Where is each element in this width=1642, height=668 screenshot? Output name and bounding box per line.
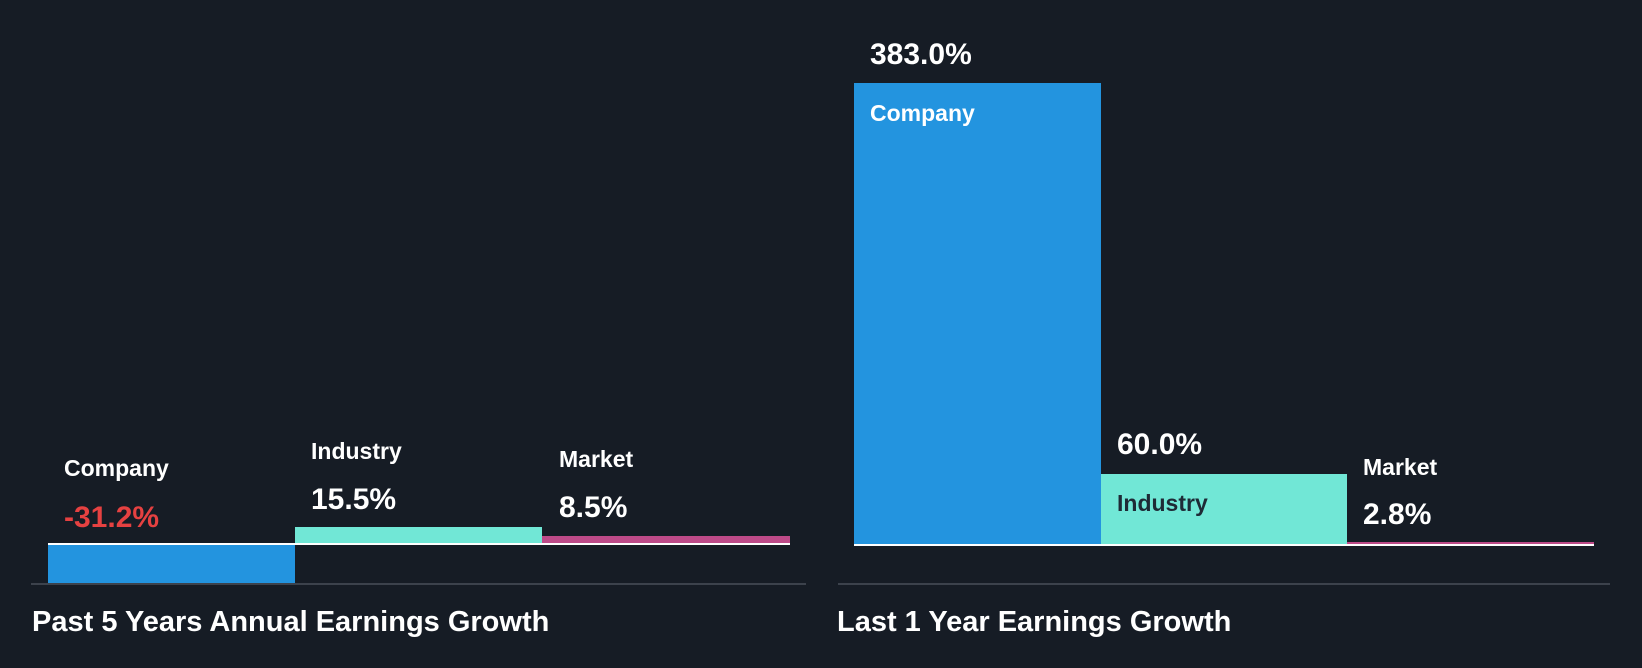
bar-market — [542, 536, 790, 544]
chart-past-5-years: Company -31.2% Industry 15.5% Market 8.5… — [31, 438, 806, 638]
x-axis-line — [31, 583, 806, 585]
bar-label-industry: Industry — [1117, 490, 1208, 516]
bar-market — [1347, 542, 1594, 545]
x-axis-line — [838, 583, 1610, 585]
bar-label-company: Company — [870, 100, 975, 126]
bar-label-market: Market — [559, 446, 634, 472]
chart-title: Past 5 Years Annual Earnings Growth — [32, 606, 550, 638]
bar-value-market: 8.5% — [559, 491, 628, 524]
bar-value-industry: 60.0% — [1117, 428, 1203, 461]
bar-label-industry: Industry — [311, 438, 402, 464]
zero-baseline — [48, 543, 790, 545]
bar-company — [854, 83, 1101, 545]
bar-industry — [295, 527, 542, 544]
bar-value-market: 2.8% — [1363, 498, 1432, 531]
bar-value-company: -31.2% — [64, 501, 160, 534]
bar-industry — [1101, 474, 1347, 545]
zero-baseline — [854, 544, 1594, 546]
bar-label-market: Market — [1363, 454, 1438, 480]
chart-title: Last 1 Year Earnings Growth — [837, 606, 1232, 638]
bar-value-industry: 15.5% — [311, 483, 397, 516]
bar-value-company: 383.0% — [870, 38, 972, 71]
bar-company — [48, 544, 295, 584]
bar-label-company: Company — [64, 455, 169, 481]
